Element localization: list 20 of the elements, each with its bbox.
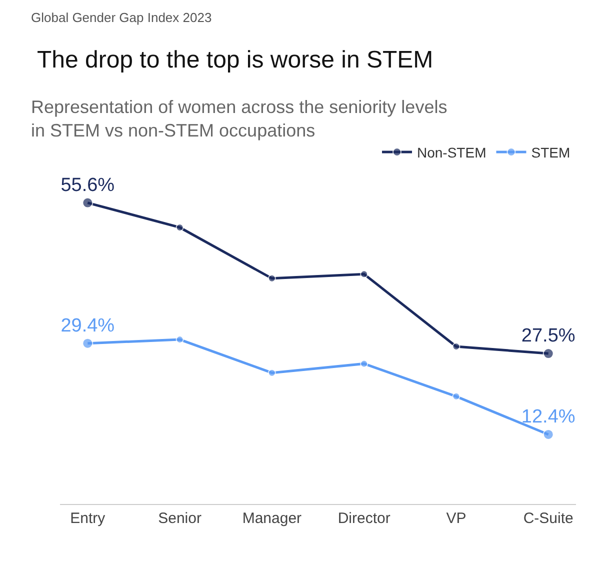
text: Global Gender Gap Index 2023: [31, 10, 212, 25]
x-tick-label: C-Suite: [523, 510, 574, 527]
data-label: 27.5%: [521, 326, 576, 347]
point: [268, 274, 276, 282]
x-tick-label: VP: [446, 510, 466, 527]
data-label: 29.4%: [60, 315, 115, 336]
point: [268, 368, 276, 377]
point: [360, 360, 368, 368]
legend-label: Non-STEM: [417, 144, 486, 160]
point: [452, 392, 460, 400]
x-tick-label: Senior: [158, 510, 202, 527]
legend-label: STEM: [531, 144, 570, 160]
x-tick-label: Director: [338, 510, 390, 527]
point: [360, 270, 368, 278]
x-tick-label: Entry: [70, 510, 106, 527]
chart-title: The drop to the top is worse in STEM: [36, 46, 434, 74]
x-tick-label: Manager: [242, 510, 302, 527]
chart-subtitle: Representation of women across the seniority levels in STEM vs non-STEM occupations: [31, 97, 448, 140]
data-label: 12.4%: [521, 406, 576, 428]
data-label: 55.6%: [60, 174, 115, 196]
